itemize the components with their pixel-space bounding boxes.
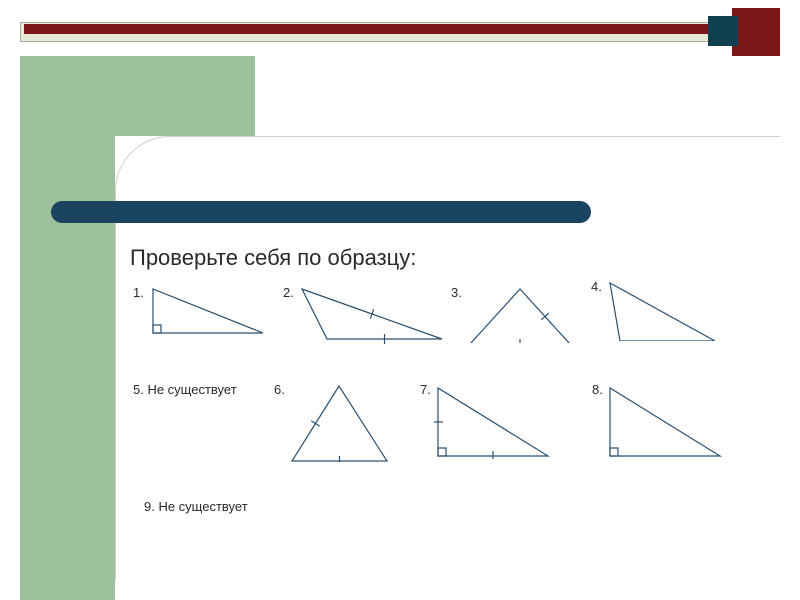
triangle-t2	[298, 285, 448, 345]
triangle-t3	[466, 285, 576, 343]
slide-heading: Проверьте себя по образцу:	[130, 245, 416, 271]
top-maroon-stripe	[24, 24, 728, 34]
green-step-block	[115, 56, 255, 136]
triangle-t4	[606, 279, 721, 341]
triangle-t8	[606, 384, 726, 459]
left-green-panel	[20, 56, 115, 600]
label-3: 3.	[451, 285, 462, 300]
top-maroon-block	[732, 8, 780, 56]
content-panel: Проверьте себя по образцу: 1. 2. 3. 4. 5…	[115, 136, 780, 580]
label-9: 9. Не существует	[144, 499, 248, 514]
label-5: 5. Не существует	[133, 382, 237, 397]
triangle-t1	[149, 285, 269, 340]
label-7: 7.	[420, 382, 431, 397]
triangle-t7	[434, 384, 554, 459]
top-teal-square	[708, 16, 738, 46]
label-1: 1.	[133, 285, 144, 300]
label-4: 4.	[591, 279, 602, 294]
label-8: 8.	[592, 382, 603, 397]
triangle-t6	[288, 382, 398, 462]
label-2: 2.	[283, 285, 294, 300]
title-underline-bar	[51, 201, 591, 223]
label-6: 6.	[274, 382, 285, 397]
